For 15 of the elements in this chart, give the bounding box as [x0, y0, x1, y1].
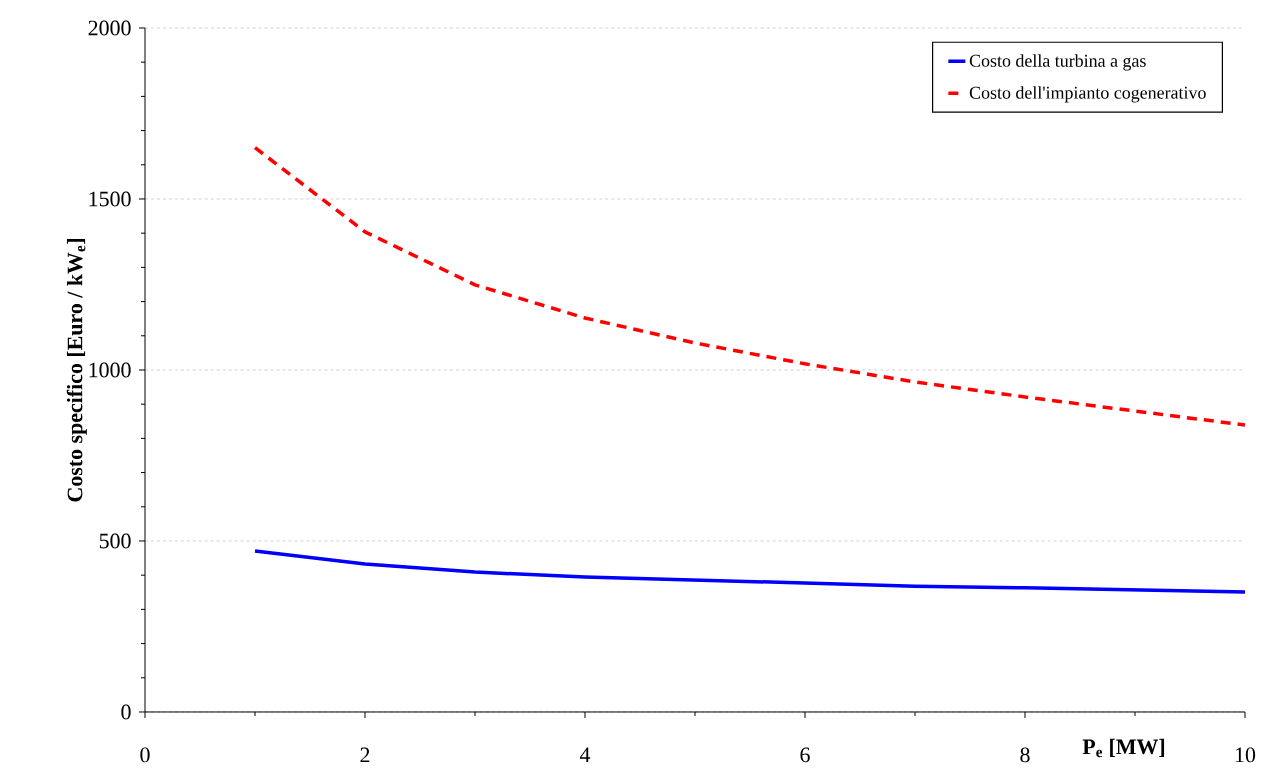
- y-tick-label: 1000: [89, 362, 131, 378]
- y-tick-label: 1500: [89, 191, 131, 207]
- legend-label: Costo della turbina a gas: [969, 54, 1146, 71]
- x-tick-label: 8: [1020, 747, 1030, 763]
- text: P$_{e}$ [MW]: [1082, 738, 1165, 758]
- x-tick-label: 10: [1235, 747, 1256, 763]
- x-tick-label: 6: [800, 747, 810, 763]
- y-tick-label: 0: [121, 704, 131, 720]
- x-tick-label: 0: [140, 747, 150, 763]
- legend-label: Costo dell'impianto cogenerativo: [969, 86, 1206, 103]
- x-tick-label: 2: [360, 747, 370, 763]
- y-tick-label: 500: [99, 533, 131, 549]
- text: Costo specifico [Euro / kW$_{e}$]: [66, 239, 87, 502]
- x-tick-label: 4: [579, 747, 591, 762]
- y-tick-label: 2000: [88, 20, 131, 36]
